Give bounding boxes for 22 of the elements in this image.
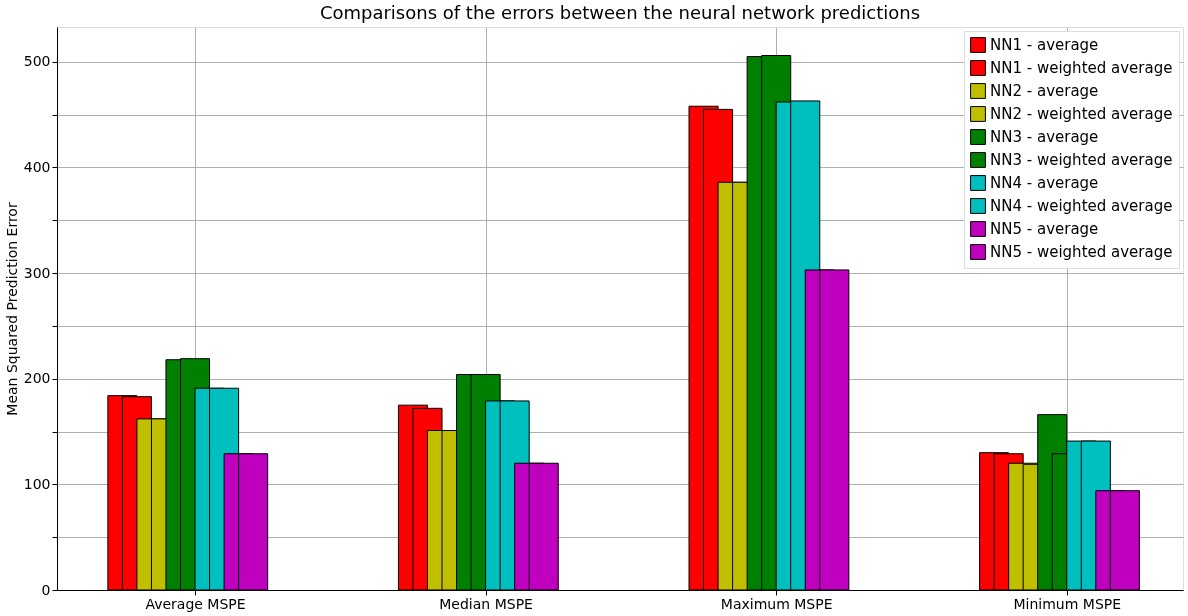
chart-title: Comparisons of the errors between the neural network predictions: [319, 2, 921, 23]
legend-label: NN5 - average: [990, 220, 1099, 238]
x-tick-label: Average MSPE: [145, 595, 246, 612]
y-axis-title: Mean Squared Prediction Error: [3, 202, 20, 416]
y-tick-label: 300: [23, 264, 51, 281]
x-tick-label: Minimum MSPE: [1013, 595, 1122, 612]
y-tick-label: 0: [41, 581, 51, 598]
legend-label: NN3 - average: [990, 128, 1099, 146]
legend-label: NN3 - weighted average: [990, 151, 1173, 169]
legend-label: NN5 - weighted average: [990, 243, 1173, 261]
x-tick-label: Maximum MSPE: [720, 595, 833, 612]
legend-label: NN1 - average: [990, 36, 1099, 54]
y-tick-label: 100: [23, 475, 51, 492]
legend-label: NN4 - weighted average: [990, 197, 1173, 215]
legend-label: NN2 - weighted average: [990, 105, 1173, 123]
y-tick-label: 500: [23, 53, 51, 70]
y-tick-label: 400: [23, 158, 51, 175]
legend-label: NN4 - average: [990, 174, 1099, 192]
legend-label: NN2 - average: [990, 82, 1099, 100]
x-tick-label: Median MSPE: [439, 595, 533, 612]
legend-label: NN1 - weighted average: [990, 59, 1173, 77]
y-tick-label: 200: [23, 370, 51, 387]
